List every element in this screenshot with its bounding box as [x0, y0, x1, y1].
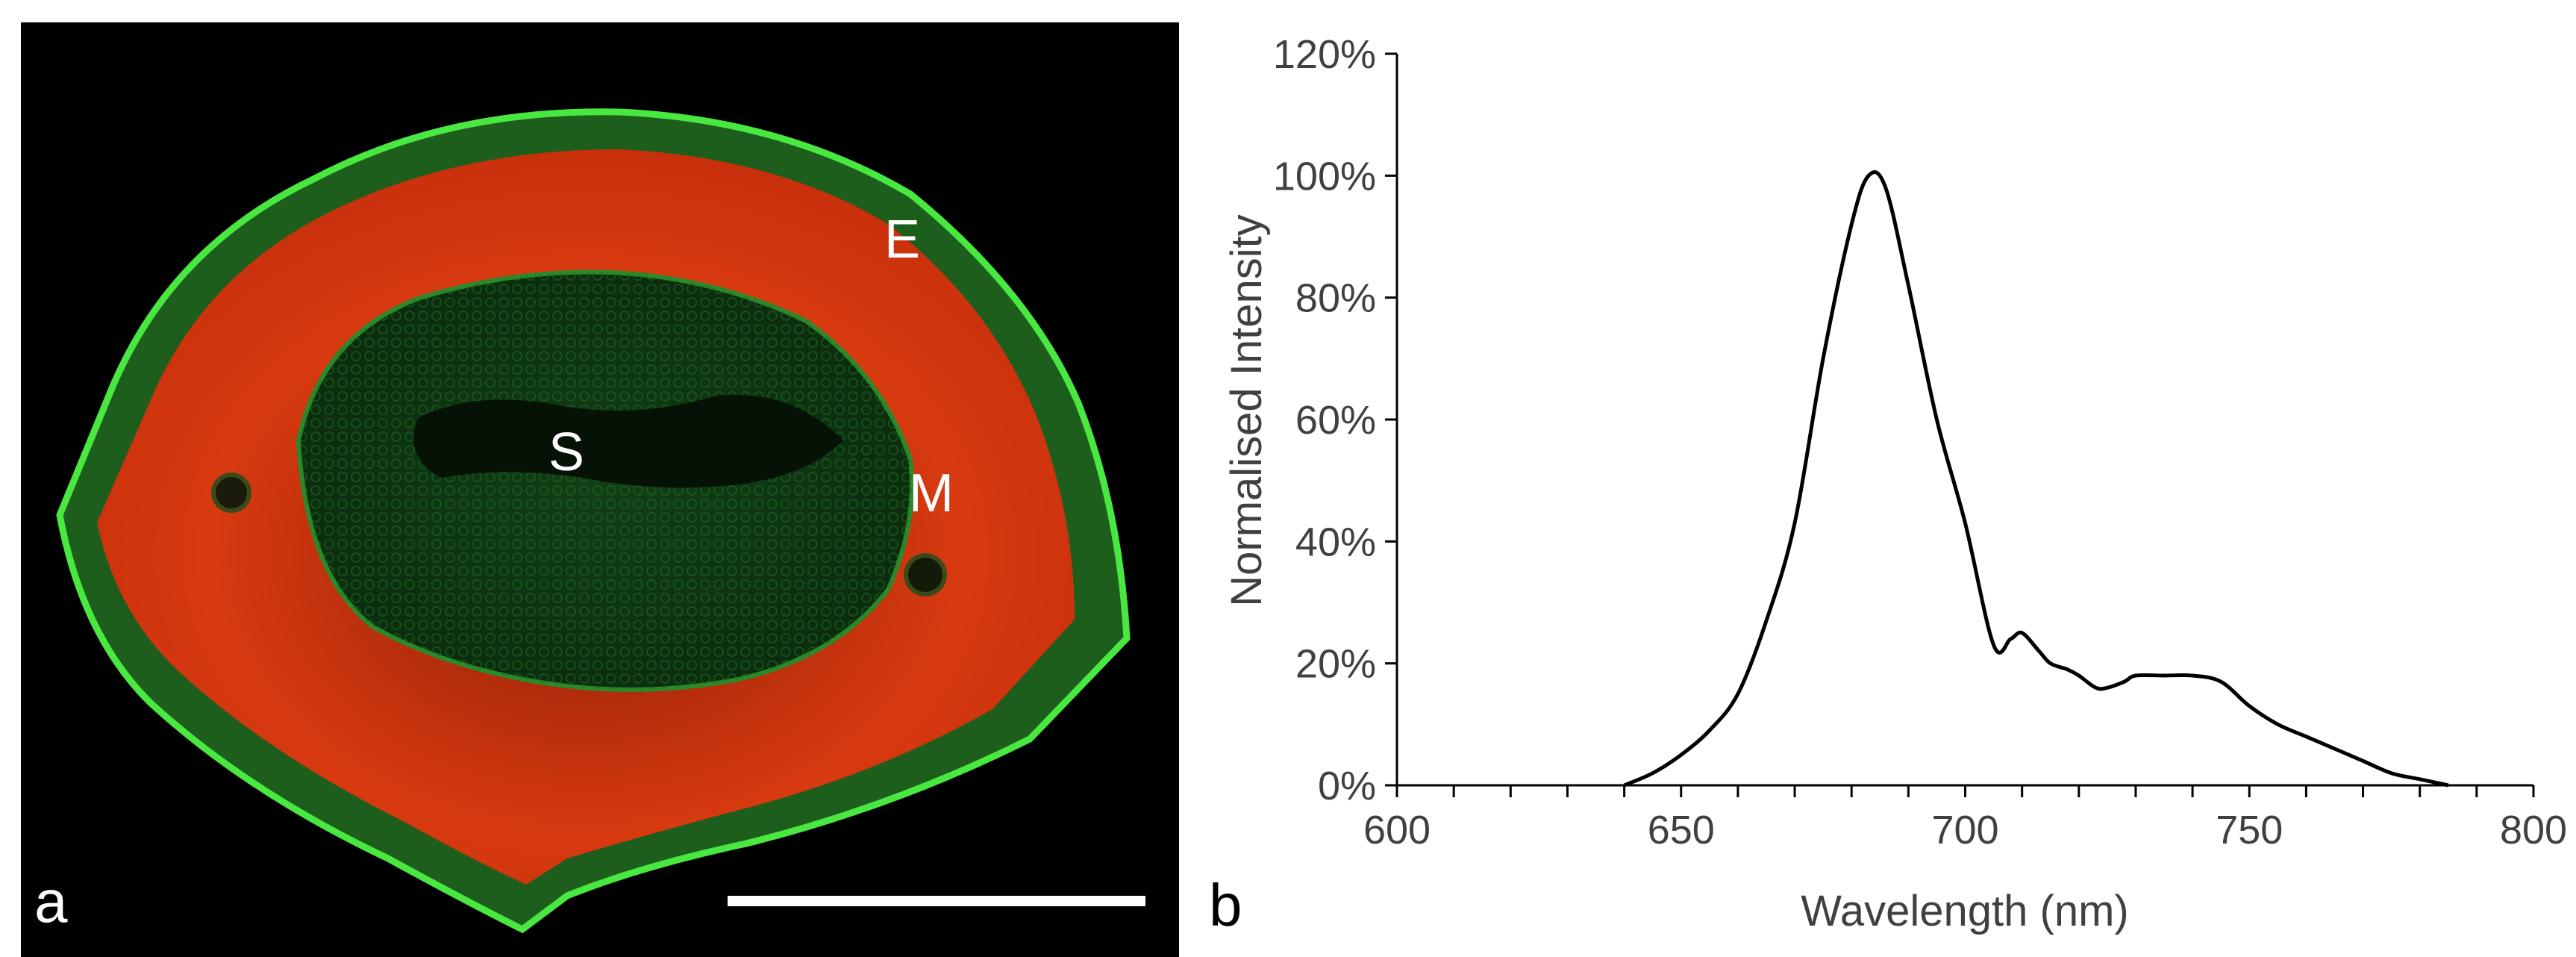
region-label-mesophyll: M — [909, 464, 954, 523]
y-tick-label: 40% — [1295, 520, 1376, 564]
y-tick-label: 20% — [1295, 642, 1376, 687]
region-label-stele: S — [548, 423, 584, 482]
x-tick-label: 600 — [1363, 808, 1431, 852]
x-tick-label: 750 — [2216, 808, 2283, 852]
y-tick-label: 60% — [1295, 398, 1376, 443]
x-tick-label: 650 — [1648, 808, 1715, 852]
stele-cavity — [413, 394, 843, 488]
scale-bar — [728, 896, 1145, 906]
micrograph-panel: E S M a — [21, 22, 1179, 957]
panel-label-a: a — [34, 868, 68, 935]
x-tick-label: 700 — [1931, 808, 1998, 852]
y-axis-label: Normalised Intensity — [1222, 214, 1271, 606]
panel-label-b: b — [1209, 872, 1242, 938]
spectrum-chart: 0% 20% 40% 60% 80% 100% 120% 600 650 700 750 800 Wa… — [1209, 32, 2567, 938]
y-tick-label: 80% — [1295, 276, 1376, 321]
y-tick-label: 120% — [1273, 32, 1376, 77]
y-tick-label: 100% — [1273, 154, 1376, 199]
vascular-bundle — [904, 553, 947, 596]
vascular-bundle — [211, 473, 251, 513]
region-label-epidermis: E — [884, 210, 920, 269]
x-axis-label: Wavelength (nm) — [1801, 887, 2128, 935]
x-tick-label: 800 — [2500, 808, 2567, 852]
y-tick-label: 0% — [1318, 764, 1376, 808]
intensity-line — [1623, 170, 2449, 788]
